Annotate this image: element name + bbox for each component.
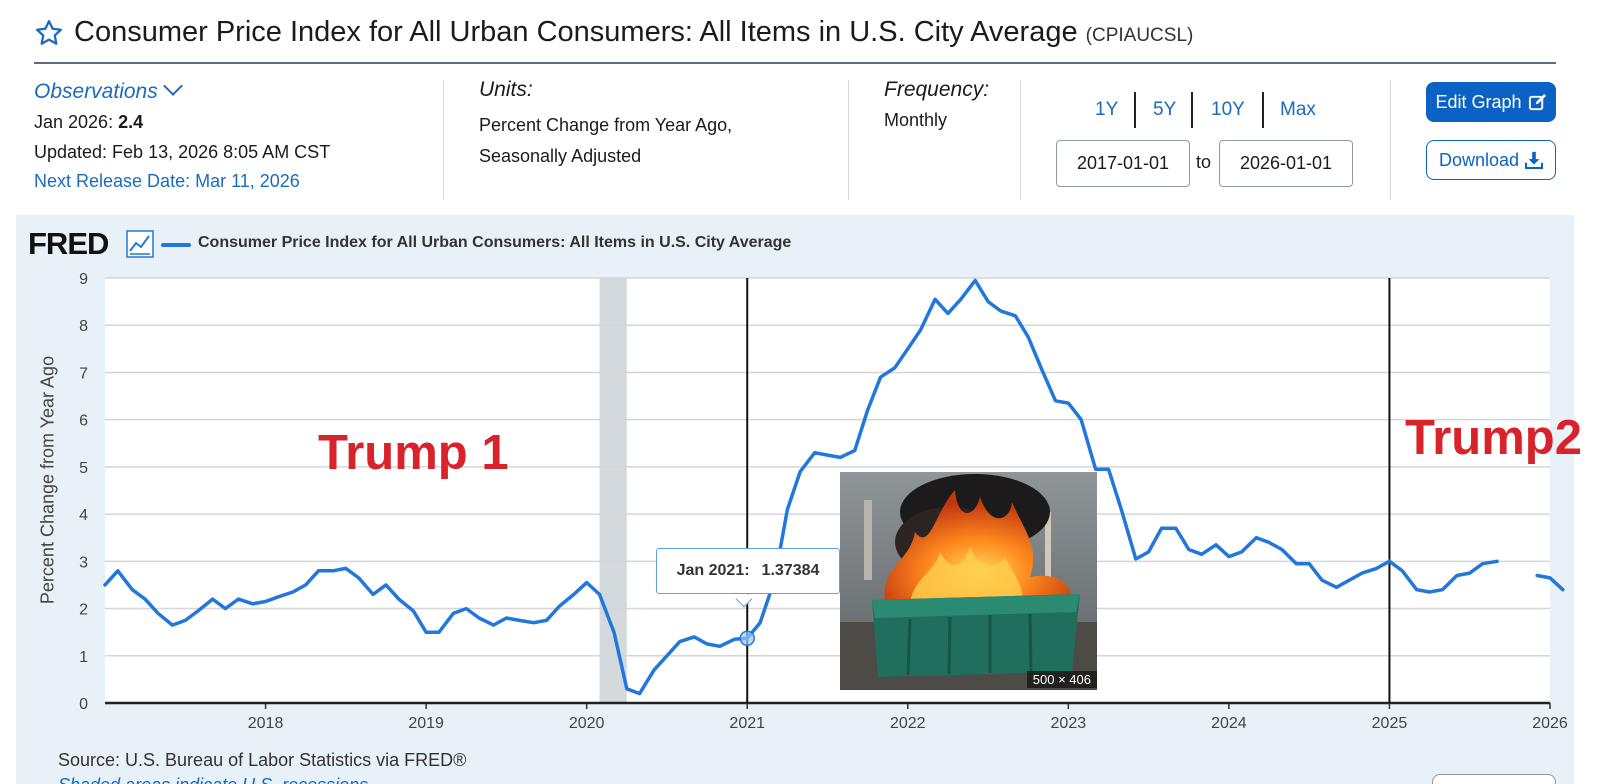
range-button-5y[interactable]: 5Y: [1153, 99, 1177, 120]
divider: [1020, 80, 1021, 200]
fred-logo[interactable]: FRED: [28, 226, 109, 261]
start-date-input[interactable]: [1056, 140, 1190, 187]
frequency-value: Monthly: [884, 110, 948, 130]
divider: [848, 80, 849, 200]
legend-series-label[interactable]: Consumer Price Index for All Urban Consu…: [198, 234, 792, 251]
y-tick-label: 2: [79, 602, 88, 619]
x-tick-label: 2019: [408, 715, 444, 732]
latest-observation: Jan 2026: 2.4: [34, 112, 143, 133]
download-icon: [1525, 151, 1544, 169]
y-tick-label: 3: [79, 554, 88, 571]
divider: [1390, 80, 1391, 200]
x-tick-label: 2022: [890, 715, 926, 732]
units-label: Units:: [479, 78, 533, 101]
edit-graph-label: Edit Graph: [1435, 91, 1522, 112]
page-title: Consumer Price Index for All Urban Consu…: [74, 16, 1193, 49]
observations-label: Observations: [34, 80, 158, 103]
range-separator: [1134, 92, 1136, 128]
cpi-line-chart[interactable]: 0 1 2 3 4 5 6 7 8 9 2018 2019 2020 2021 2022 2023 2024 20…: [0, 215, 1600, 784]
range-button-max[interactable]: Max: [1280, 99, 1316, 120]
range-button-1y[interactable]: 1Y: [1095, 99, 1119, 120]
divider: [443, 80, 444, 200]
edit-graph-button[interactable]: Edit Graph: [1426, 82, 1556, 122]
x-tick-label: 2018: [248, 715, 284, 732]
frequency-label: Frequency:: [884, 78, 990, 101]
date-range-separator: to: [1196, 152, 1212, 172]
y-tick-label: 0: [79, 696, 88, 713]
y-tick-label: 6: [79, 413, 88, 430]
star-icon[interactable]: [34, 18, 64, 48]
range-button-10y[interactable]: 10Y: [1211, 99, 1245, 120]
dumpster-fire-image: [840, 472, 1097, 690]
x-tick-label: 2020: [569, 715, 605, 732]
tooltip-value: 1.37384: [761, 562, 820, 579]
title-bar: Consumer Price Index for All Urban Consu…: [34, 14, 1556, 64]
source-note: Source: U.S. Bureau of Labor Statistics …: [58, 750, 467, 770]
recession-note-link[interactable]: Shaded areas indicate U.S. recessions: [58, 775, 368, 784]
next-release-link[interactable]: Next Release Date: Mar 11, 2026: [34, 171, 300, 191]
tooltip-date: Jan 2021:: [676, 562, 750, 579]
range-separator: [1191, 92, 1193, 128]
x-tick-label: 2021: [729, 715, 765, 732]
annotation-trump-2: Trump2: [1405, 411, 1582, 465]
chart-footer-button[interactable]: [1432, 774, 1556, 784]
legend-swatch: [161, 243, 191, 247]
y-tick-label: 9: [79, 271, 88, 288]
highlight-point: [739, 630, 755, 647]
y-tick-label: 1: [79, 649, 88, 666]
latest-observation-value: 2.4: [118, 112, 144, 132]
x-tick-label: 2025: [1372, 715, 1408, 732]
chart-tooltip: Jan 2021: 1.37384: [656, 548, 840, 594]
chevron-down-icon: [162, 76, 183, 96]
image-dimensions-badge: 500 × 406: [1026, 671, 1097, 688]
series-id: (CPIAUCSL): [1085, 25, 1194, 46]
range-separator: [1262, 92, 1264, 128]
y-tick-label: 8: [79, 318, 88, 335]
latest-observation-label: Jan 2026:: [34, 112, 114, 132]
plot-area: [105, 278, 1550, 703]
y-axis-label: Percent Change from Year Ago: [37, 355, 58, 605]
download-label: Download: [1438, 149, 1520, 170]
end-date-input[interactable]: [1219, 140, 1353, 187]
page-title-text: Consumer Price Index for All Urban Consu…: [74, 16, 1078, 48]
edit-icon: [1528, 93, 1546, 110]
x-tick-label: 2026: [1532, 715, 1568, 732]
recession-band: [599, 278, 627, 703]
y-tick-label: 5: [79, 460, 88, 477]
units-line-2: Seasonally Adjusted: [479, 146, 642, 166]
series-line: [1535, 573, 1565, 592]
line-chart-icon[interactable]: [126, 230, 154, 258]
series-line: [103, 278, 1499, 696]
y-tick-label: 4: [79, 507, 88, 524]
observations-toggle[interactable]: Observations: [34, 76, 183, 104]
download-button[interactable]: Download: [1426, 140, 1556, 180]
units-line-1: Percent Change from Year Ago,: [479, 115, 733, 135]
units-value: Percent Change from Year Ago, Seasonally…: [479, 110, 809, 172]
x-tick-label: 2023: [1051, 715, 1087, 732]
y-tick-label: 7: [79, 365, 88, 382]
annotation-trump-1: Trump 1: [318, 426, 509, 480]
dumpster-fire-photo: 500 × 406: [840, 472, 1097, 690]
updated-timestamp: Updated: Feb 13, 2026 8:05 AM CST: [34, 142, 331, 162]
x-tick-label: 2024: [1211, 715, 1247, 732]
